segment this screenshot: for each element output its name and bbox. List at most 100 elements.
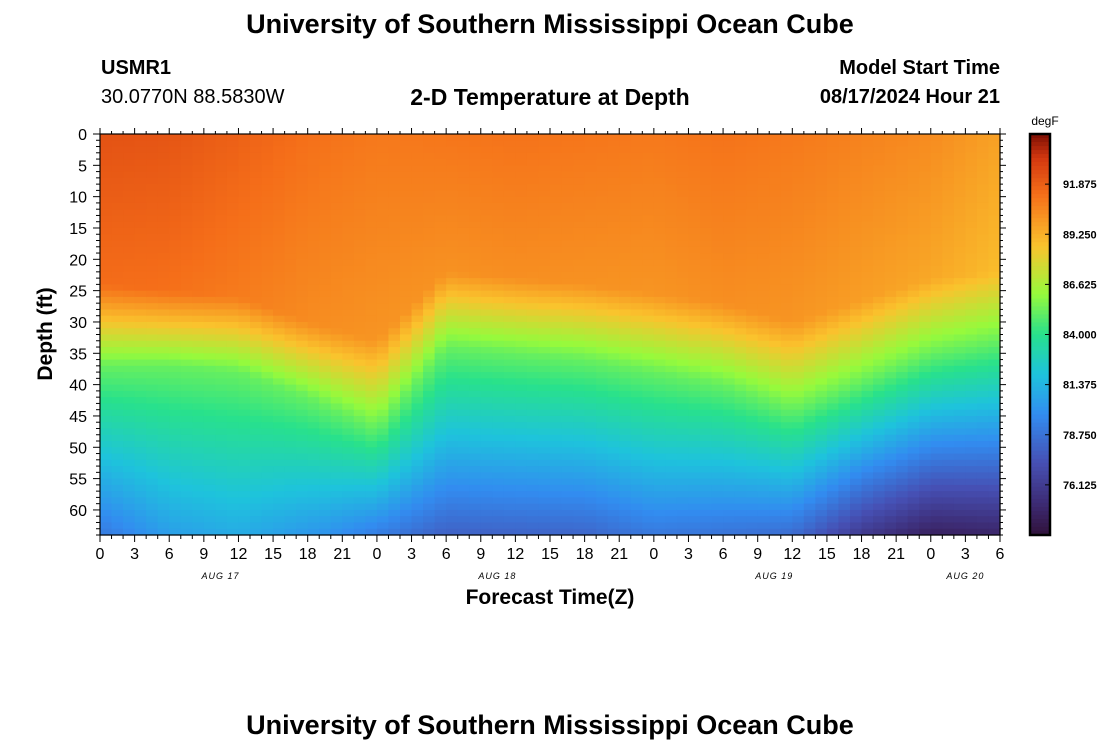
heatmap-cell	[215, 503, 228, 511]
heatmap-cell	[342, 278, 355, 285]
heatmap-cell	[676, 278, 690, 285]
heatmap-cell	[273, 284, 286, 292]
heatmap-cell	[169, 140, 182, 148]
heatmap-cell	[953, 259, 966, 267]
heatmap-cell	[953, 403, 966, 411]
heatmap-cell	[803, 152, 816, 160]
heatmap-cell	[457, 240, 470, 248]
heatmap-cell	[734, 491, 747, 499]
heatmap-cell	[296, 503, 309, 511]
heatmap-cell	[307, 240, 320, 248]
heatmap-cell	[780, 303, 793, 311]
heatmap-cell	[803, 278, 816, 285]
heatmap-cell	[261, 296, 274, 304]
heatmap-cell	[665, 284, 678, 292]
heatmap-cell	[111, 271, 124, 279]
heatmap-cell	[826, 347, 840, 354]
heatmap-cell	[711, 184, 724, 191]
heatmap-cell	[250, 240, 263, 248]
heatmap-cell	[226, 478, 240, 486]
heatmap-cell	[169, 347, 182, 354]
heatmap-cell	[896, 315, 909, 323]
heatmap-cell	[250, 227, 263, 235]
heatmap-cell	[226, 397, 240, 405]
heatmap-cell	[226, 271, 240, 279]
heatmap-cell	[746, 134, 759, 141]
heatmap-cell	[630, 328, 643, 336]
heatmap-cell	[573, 309, 586, 317]
heatmap-cell	[503, 503, 516, 511]
heatmap-cell	[146, 347, 159, 354]
heatmap-cell	[653, 140, 666, 148]
heatmap-cell	[619, 290, 632, 298]
heatmap-cell	[711, 365, 724, 373]
heatmap-cell	[388, 422, 401, 430]
heatmap-cell	[642, 409, 655, 417]
heatmap-cell	[665, 353, 678, 361]
heatmap-cell	[215, 134, 228, 141]
heatmap-cell	[215, 184, 228, 191]
heatmap-cell	[469, 265, 482, 273]
heatmap-cell	[746, 441, 759, 448]
heatmap-cell	[584, 522, 597, 530]
heatmap-cell	[584, 359, 597, 367]
heatmap-cell	[584, 466, 597, 473]
heatmap-cell	[896, 497, 909, 505]
heatmap-cell	[896, 221, 909, 229]
heatmap-cell	[423, 497, 436, 505]
heatmap-cell	[769, 428, 782, 436]
heatmap-cell	[976, 528, 990, 536]
heatmap-cell	[584, 372, 597, 379]
heatmap-cell	[111, 415, 124, 423]
heatmap-cell	[907, 365, 920, 373]
heatmap-cell	[757, 528, 770, 536]
heatmap-cell	[169, 152, 182, 160]
heatmap-cell	[319, 171, 332, 179]
heatmap-cell	[711, 528, 724, 536]
heatmap-cell	[296, 372, 309, 379]
heatmap-cell	[861, 415, 874, 423]
heatmap-cell	[192, 278, 205, 285]
heatmap-cell	[596, 184, 609, 191]
heatmap-cell	[203, 240, 216, 248]
heatmap-cell	[526, 340, 540, 348]
heatmap-cell	[815, 472, 828, 480]
heatmap-cell	[123, 271, 136, 279]
heatmap-cell	[746, 253, 759, 260]
heatmap-cell	[434, 372, 447, 379]
heatmap-cell	[746, 484, 759, 492]
heatmap-cell	[965, 384, 978, 392]
heatmap-cell	[965, 234, 978, 242]
heatmap-cell	[930, 134, 943, 141]
heatmap-cell	[550, 528, 563, 536]
heatmap-cell	[388, 403, 401, 411]
heatmap-cell	[480, 215, 493, 223]
heatmap-cell	[907, 303, 920, 311]
heatmap-cell	[526, 403, 540, 411]
heatmap-cell	[676, 422, 690, 430]
heatmap-cell	[503, 140, 516, 148]
heatmap-cell	[123, 334, 136, 342]
heatmap-cell	[319, 234, 332, 242]
heatmap-cell	[365, 397, 378, 405]
heatmap-cell	[480, 190, 493, 198]
heatmap-cell	[665, 428, 678, 436]
heatmap-cell	[526, 334, 540, 342]
heatmap-cell	[873, 497, 886, 505]
heatmap-cell	[873, 184, 886, 191]
heatmap-cell	[561, 459, 574, 467]
heatmap-cell	[550, 359, 563, 367]
heatmap-cell	[953, 384, 966, 392]
heatmap-cell	[330, 378, 343, 386]
heatmap-cell	[780, 227, 793, 235]
heatmap-cell	[238, 516, 251, 524]
heatmap-cell	[665, 478, 678, 486]
heatmap-cell	[503, 509, 516, 517]
heatmap-cell	[203, 434, 216, 442]
heatmap-cell	[711, 309, 724, 317]
heatmap-cell	[492, 403, 505, 411]
heatmap-cell	[353, 202, 366, 210]
heatmap-cell	[515, 271, 528, 279]
heatmap-cell	[965, 146, 978, 154]
heatmap-cell	[238, 353, 251, 361]
